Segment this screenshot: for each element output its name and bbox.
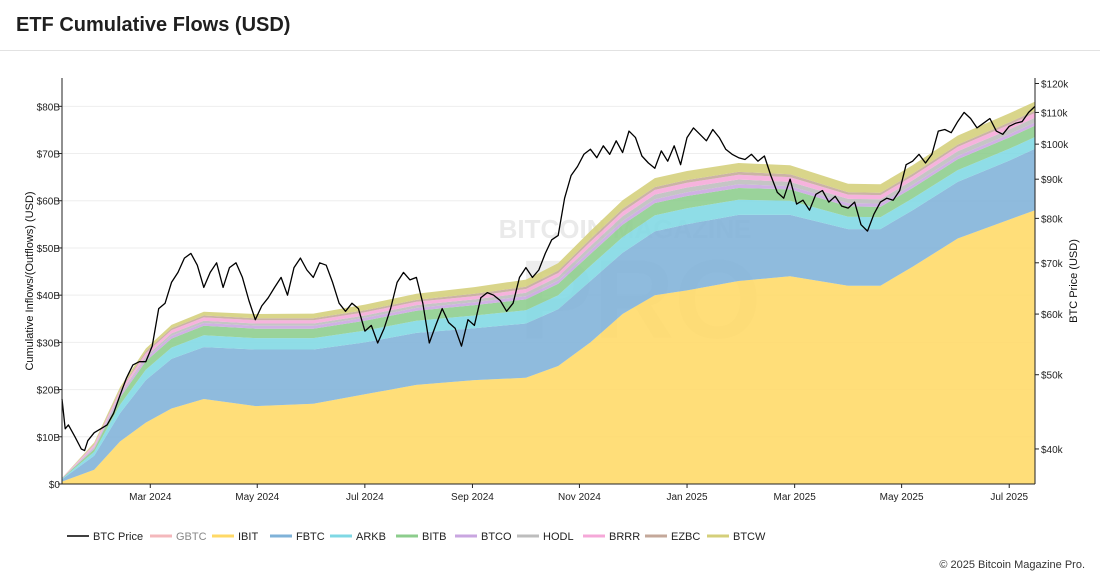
y2-tick-label: $40k — [1041, 445, 1064, 456]
legend-label: BTCW — [733, 531, 766, 543]
legend[interactable]: BTC Price GBTC IBIT FBTC ARKB BITB BTCO HODL BRR… — [67, 531, 766, 543]
y-tick-label: $0 — [49, 480, 61, 491]
legend-label: EZBC — [671, 531, 700, 543]
btc-price-line — [61, 105, 1036, 452]
x-tick-label: Mar 2025 — [774, 492, 817, 503]
x-tick-label: May 2024 — [235, 492, 279, 503]
legend-item-btco[interactable]: BTCO — [455, 531, 512, 543]
legend-item-ibit[interactable]: IBIT — [212, 531, 258, 543]
y-axis-title: Cumulative Inflows/(Outflows) (USD) — [24, 191, 36, 370]
y2-tick-label: $70k — [1041, 259, 1064, 270]
legend-item-arkb[interactable]: ARKB — [330, 531, 386, 543]
y-tick-label: $70B — [37, 150, 61, 161]
y-tick-label: $60B — [37, 197, 61, 208]
legend-item-ezbc[interactable]: EZBC — [645, 531, 700, 543]
y-tick-label: $30B — [37, 338, 61, 349]
y2-tick-label: $60k — [1041, 310, 1064, 321]
y-tick-label: $80B — [37, 102, 61, 113]
legend-item-btc-price[interactable]: BTC Price — [67, 531, 143, 543]
legend-label: BITB — [422, 531, 446, 543]
y2-tick-label: $80k — [1041, 214, 1064, 225]
legend-label: BRRR — [609, 531, 640, 543]
legend-item-gbtc[interactable]: GBTC — [150, 531, 207, 543]
y-tick-label: $10B — [37, 433, 61, 444]
x-tick-label: Jan 2025 — [666, 492, 708, 503]
legend-label: GBTC — [176, 531, 207, 543]
y2-axis-title: BTC Price (USD) — [1068, 239, 1080, 323]
legend-label: FBTC — [296, 531, 325, 543]
legend-item-fbtc[interactable]: FBTC — [270, 531, 325, 543]
legend-label: BTC Price — [93, 531, 143, 543]
y2-tick-label: $50k — [1041, 371, 1064, 382]
y-tick-label: $50B — [37, 244, 61, 255]
legend-item-bitb[interactable]: BITB — [396, 531, 446, 543]
x-tick-label: Jul 2024 — [346, 492, 384, 503]
x-tick-label: Jul 2025 — [990, 492, 1028, 503]
y2-tick-label: $90k — [1041, 175, 1064, 186]
stacked-areas — [62, 101, 1035, 484]
y-tick-label: $20B — [37, 386, 61, 397]
area-arkb — [62, 137, 1035, 480]
btc-price-line-group — [61, 105, 1036, 452]
legend-label: BTCO — [481, 531, 512, 543]
x-tick-label: Nov 2024 — [558, 492, 601, 503]
y2-tick-label: $100k — [1041, 140, 1069, 151]
legend-label: ARKB — [356, 531, 386, 543]
x-tick-label: May 2025 — [880, 492, 924, 503]
x-tick-label: Mar 2024 — [129, 492, 172, 503]
legend-item-hodl[interactable]: HODL — [517, 531, 574, 543]
legend-item-btcw[interactable]: BTCW — [707, 531, 766, 543]
area-ibit — [62, 210, 1035, 484]
x-tick-label: Sep 2024 — [451, 492, 494, 503]
y-tick-label: $40B — [37, 291, 61, 302]
page-title: ETF Cumulative Flows (USD) — [16, 14, 291, 36]
legend-label: IBIT — [238, 531, 258, 543]
y2-tick-label: $110k — [1041, 108, 1069, 119]
legend-label: HODL — [543, 531, 574, 543]
header-bar: ETF Cumulative Flows (USD) — [0, 0, 1100, 51]
area-fbtc — [62, 148, 1035, 482]
y2-tick-label: $120k — [1041, 79, 1069, 90]
copyright: © 2025 Bitcoin Magazine Pro. — [939, 559, 1085, 571]
legend-item-brrr[interactable]: BRRR — [583, 531, 640, 543]
axes: $0 $10B $20B $30B $40B $50B $60B $70B $80B $40k $5… — [24, 78, 1080, 503]
